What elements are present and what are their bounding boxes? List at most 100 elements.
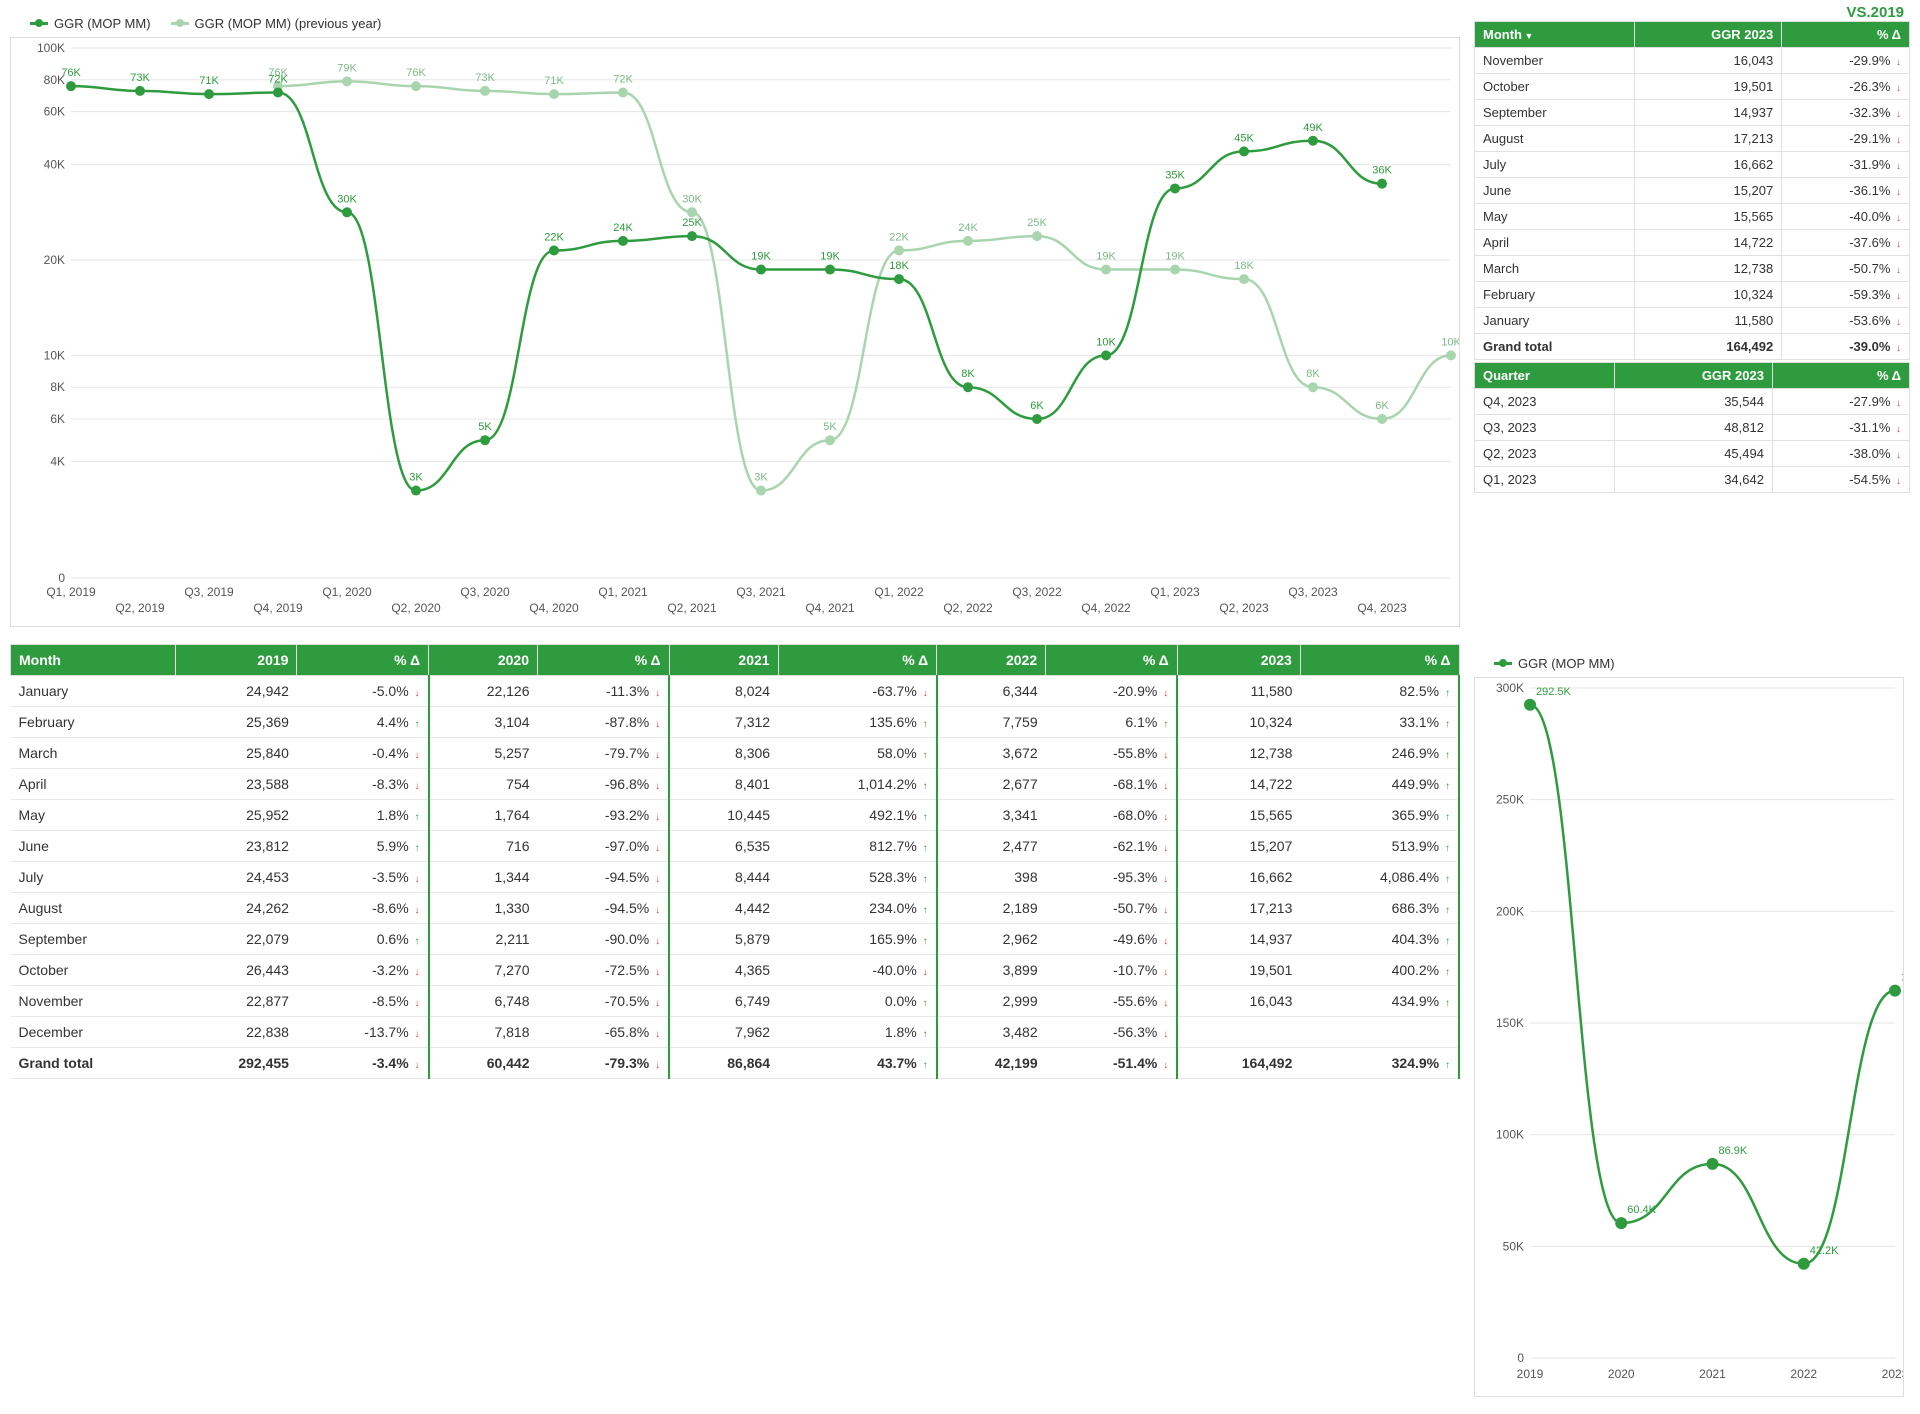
legend-dot-annual-icon xyxy=(1494,662,1512,665)
svg-text:72K: 72K xyxy=(268,74,288,86)
col-ggr2023[interactable]: GGR 2023 xyxy=(1635,22,1782,48)
annual-chart-svg: 050K100K150K200K250K300K2019202020212022… xyxy=(1474,677,1904,1397)
svg-text:Q1, 2022: Q1, 2022 xyxy=(874,585,924,599)
big-table-total: Grand total292,455-3.4% ↓60,442-79.3% ↓8… xyxy=(11,1048,1460,1079)
svg-text:3K: 3K xyxy=(754,472,768,484)
svg-text:50K: 50K xyxy=(1503,1239,1524,1253)
col-pct-delta-q[interactable]: % Δ xyxy=(1772,363,1909,389)
table-row: Q1, 202334,642-54.5% ↓ xyxy=(1475,467,1910,493)
svg-text:18K: 18K xyxy=(1234,260,1254,272)
svg-text:6K: 6K xyxy=(50,412,65,426)
svg-text:42.2K: 42.2K xyxy=(1810,1245,1839,1257)
svg-text:19K: 19K xyxy=(751,251,771,263)
svg-text:49K: 49K xyxy=(1303,122,1323,134)
svg-text:300K: 300K xyxy=(1496,681,1524,695)
svg-text:0: 0 xyxy=(58,571,65,585)
col-ggr2023-q[interactable]: GGR 2023 xyxy=(1615,363,1773,389)
svg-text:60K: 60K xyxy=(44,105,65,119)
svg-text:8K: 8K xyxy=(961,368,975,380)
svg-text:Q2, 2021: Q2, 2021 xyxy=(667,601,717,615)
quarterly-chart-legend: GGR (MOP MM) GGR (MOP MM) (previous year… xyxy=(10,10,1460,37)
svg-text:10K: 10K xyxy=(1096,336,1116,348)
legend-current-label: GGR (MOP MM) xyxy=(54,16,151,31)
svg-text:10K: 10K xyxy=(44,348,65,362)
table-row: January11,580-53.6% ↓ xyxy=(1475,308,1910,334)
svg-text:20K: 20K xyxy=(44,253,65,267)
svg-text:24K: 24K xyxy=(613,222,633,234)
legend-previous-label: GGR (MOP MM) (previous year) xyxy=(195,16,382,31)
svg-text:Q1, 2020: Q1, 2020 xyxy=(322,585,372,599)
svg-text:Q2, 2022: Q2, 2022 xyxy=(943,601,993,615)
svg-text:Q3, 2021: Q3, 2021 xyxy=(736,585,786,599)
svg-text:25K: 25K xyxy=(1027,217,1047,229)
svg-text:72K: 72K xyxy=(613,74,633,86)
svg-text:30K: 30K xyxy=(337,193,357,205)
big-table-header[interactable]: 2022 xyxy=(937,645,1046,676)
table-row: February10,324-59.3% ↓ xyxy=(1475,282,1910,308)
big-table-row: September22,0790.6% ↑2,211-90.0% ↓5,8791… xyxy=(11,924,1460,955)
big-table-header[interactable]: % Δ xyxy=(1046,645,1178,676)
big-table-row: May25,9521.8% ↑1,764-93.2% ↓10,445492.1%… xyxy=(11,800,1460,831)
svg-text:2020: 2020 xyxy=(1608,1367,1635,1381)
vs2019-title: VS.2019 xyxy=(1474,4,1910,21)
legend-dot-light-icon xyxy=(171,22,189,25)
svg-text:Q1, 2021: Q1, 2021 xyxy=(598,585,648,599)
table-row: November16,043-29.9% ↓ xyxy=(1475,48,1910,74)
col-pct-delta[interactable]: % Δ xyxy=(1782,22,1910,48)
svg-text:Q4, 2021: Q4, 2021 xyxy=(805,601,855,615)
table-row: Q2, 202345,494-38.0% ↓ xyxy=(1475,441,1910,467)
monthly-comparison-panel: Month2019% Δ2020% Δ2021% Δ2022% Δ2023% Δ… xyxy=(0,640,1470,1414)
vs2019-quarter-table: QuarterGGR 2023% ΔQ4, 202335,544-27.9% ↓… xyxy=(1474,362,1910,493)
svg-text:2023: 2023 xyxy=(1882,1367,1904,1381)
svg-text:24K: 24K xyxy=(958,222,978,234)
big-table-header[interactable]: % Δ xyxy=(538,645,670,676)
big-table-header[interactable]: Month xyxy=(11,645,176,676)
svg-text:164.5K: 164.5K xyxy=(1901,972,1904,984)
big-table-header[interactable]: % Δ xyxy=(297,645,429,676)
svg-text:35K: 35K xyxy=(1165,169,1185,181)
quarterly-chart-svg: 04K6K8K10K20K40K60K80K100KQ1, 2019Q2, 20… xyxy=(10,37,1460,627)
col-quarter[interactable]: Quarter xyxy=(1475,363,1615,389)
svg-text:71K: 71K xyxy=(544,75,564,87)
svg-text:76K: 76K xyxy=(61,67,81,79)
legend-annual: GGR (MOP MM) xyxy=(1494,656,1615,671)
svg-text:22K: 22K xyxy=(544,231,564,243)
svg-text:79K: 79K xyxy=(337,62,357,74)
big-table-row: July24,453-3.5% ↓1,344-94.5% ↓8,444528.3… xyxy=(11,862,1460,893)
big-table-header[interactable]: % Δ xyxy=(1300,645,1459,676)
svg-text:73K: 73K xyxy=(475,72,495,84)
svg-text:2019: 2019 xyxy=(1517,1367,1544,1381)
monthly-comparison-table: Month2019% Δ2020% Δ2021% Δ2022% Δ2023% Δ… xyxy=(10,644,1460,1079)
big-table-row: February25,3694.4% ↑3,104-87.8% ↓7,31213… xyxy=(11,707,1460,738)
legend-dot-dark-icon xyxy=(30,22,48,25)
table-row: September14,937-32.3% ↓ xyxy=(1475,100,1910,126)
big-table-header[interactable]: 2023 xyxy=(1177,645,1300,676)
svg-text:250K: 250K xyxy=(1496,793,1524,807)
svg-text:76K: 76K xyxy=(406,67,426,79)
table-row: May15,565-40.0% ↓ xyxy=(1475,204,1910,230)
svg-text:19K: 19K xyxy=(1165,251,1185,263)
big-table-row: April23,588-8.3% ↓754-96.8% ↓8,4011,014.… xyxy=(11,769,1460,800)
svg-text:292.5K: 292.5K xyxy=(1536,686,1572,698)
svg-text:45K: 45K xyxy=(1234,132,1254,144)
svg-text:Q4, 2019: Q4, 2019 xyxy=(253,601,303,615)
svg-text:5K: 5K xyxy=(478,421,492,433)
annual-chart-legend: GGR (MOP MM) xyxy=(1474,650,1910,677)
svg-text:5K: 5K xyxy=(823,421,837,433)
svg-text:19K: 19K xyxy=(1096,251,1116,263)
big-table-header[interactable]: 2020 xyxy=(429,645,538,676)
svg-text:18K: 18K xyxy=(889,260,909,272)
svg-text:25K: 25K xyxy=(682,217,702,229)
svg-text:Q1, 2023: Q1, 2023 xyxy=(1150,585,1200,599)
legend-current: GGR (MOP MM) xyxy=(30,16,151,31)
big-table-row: October26,443-3.2% ↓7,270-72.5% ↓4,365-4… xyxy=(11,955,1460,986)
svg-text:6K: 6K xyxy=(1030,400,1044,412)
col-month[interactable]: Month xyxy=(1475,22,1635,48)
big-table-header[interactable]: 2019 xyxy=(176,645,297,676)
svg-text:Q2, 2023: Q2, 2023 xyxy=(1219,601,1269,615)
big-table-header[interactable]: % Δ xyxy=(778,645,937,676)
svg-text:86.9K: 86.9K xyxy=(1719,1145,1748,1157)
svg-text:30K: 30K xyxy=(682,193,702,205)
svg-text:200K: 200K xyxy=(1496,904,1524,918)
big-table-header[interactable]: 2021 xyxy=(669,645,778,676)
